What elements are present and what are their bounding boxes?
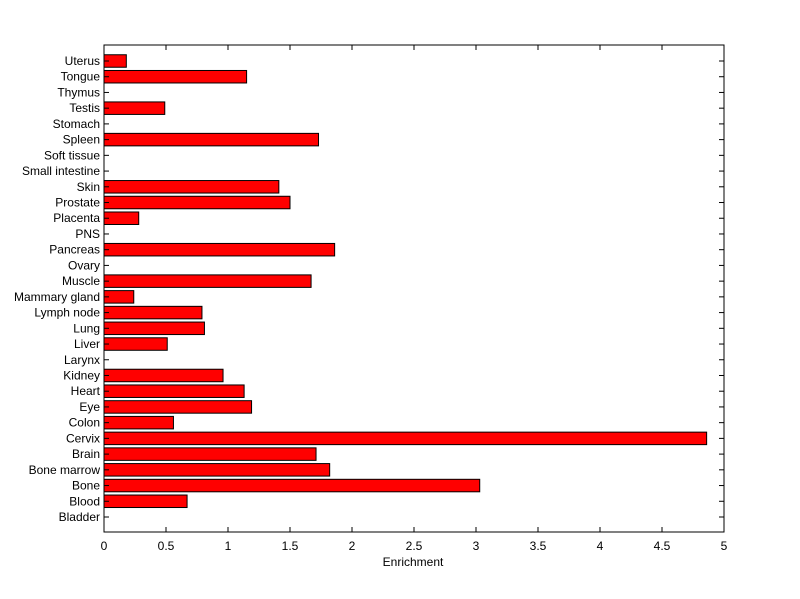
bar-tongue [103,69,248,84]
y-tick-label-skin: Skin [77,180,100,194]
bar-heart [103,384,245,398]
y-tick-label-uterus: Uterus [65,54,100,68]
y-tick-label-kidney: Kidney [63,368,100,382]
y-tick-label-bone: Bone [72,479,100,493]
y-tick-label-pns: PNS [75,227,100,241]
bar-bone-marrow [103,463,331,477]
y-tick-label-testis: Testis [69,101,100,115]
bar-brain [103,447,317,461]
x-tick-label-1: 0.5 [158,539,175,553]
y-tick-label-thymus: Thymus [57,85,100,99]
bar-lymph-node [103,305,203,320]
x-tick-label-5: 2.5 [406,539,423,553]
bar-testis [103,101,166,115]
y-tick-label-prostate: Prostate [55,196,100,210]
bar-cervix [103,431,708,446]
y-tick-label-tongue: Tongue [61,70,101,84]
bar-liver [103,337,168,351]
y-tick-label-cervix: Cervix [66,431,100,445]
bar-pancreas [103,242,336,257]
y-tick-label-stomach: Stomach [53,117,100,131]
y-tick-label-spleen: Spleen [63,133,100,147]
x-tick-label-0: 0 [101,539,108,553]
bar-kidney [103,368,224,383]
y-tick-label-pancreas: Pancreas [49,243,100,257]
y-tick-label-placenta: Placenta [53,211,100,225]
x-tick-label-2: 1 [225,539,232,553]
bar-spleen [103,132,320,147]
bars-layer [103,54,708,509]
y-tick-label-brain: Brain [72,447,100,461]
y-tick-label-bladder: Bladder [59,510,100,524]
bar-lung [103,321,205,336]
bar-colon [103,415,174,430]
y-tick-label-liver: Liver [74,337,100,351]
bar-muscle [103,274,312,288]
x-tick-label-9: 4.5 [654,539,671,553]
y-tick-label-bone-marrow: Bone marrow [29,463,101,477]
y-tick-label-eye: Eye [79,400,100,414]
y-tick-label-muscle: Muscle [62,274,100,288]
y-tick-label-colon: Colon [69,416,100,430]
y-tick-label-lung: Lung [73,321,100,335]
x-tick-label-3: 1.5 [282,539,299,553]
y-tick-label-blood: Blood [69,494,100,508]
bar-skin [103,180,280,194]
bar-blood [103,494,188,509]
bar-prostate [103,195,291,210]
y-tick-label-ovary: Ovary [68,258,100,272]
bar-eye [103,400,253,414]
bar-placenta [103,211,140,225]
y-tick-label-small-intestine: Small intestine [22,164,100,178]
y-tick-label-heart: Heart [71,384,101,398]
x-tick-label-8: 4 [597,539,604,553]
x-tick-label-6: 3 [473,539,480,553]
y-tick-label-larynx: Larynx [64,353,100,367]
x-tick-label-4: 2 [349,539,356,553]
y-tick-label-lymph-node: Lymph node [34,306,100,320]
x-tick-label-10: 5 [721,539,728,553]
y-tick-label-soft-tissue: Soft tissue [44,148,100,162]
y-tick-label-mammary-gland: Mammary gland [14,290,100,304]
x-tick-label-7: 3.5 [530,539,547,553]
bar-bone [103,478,481,493]
x-axis-title: Enrichment [383,555,444,569]
